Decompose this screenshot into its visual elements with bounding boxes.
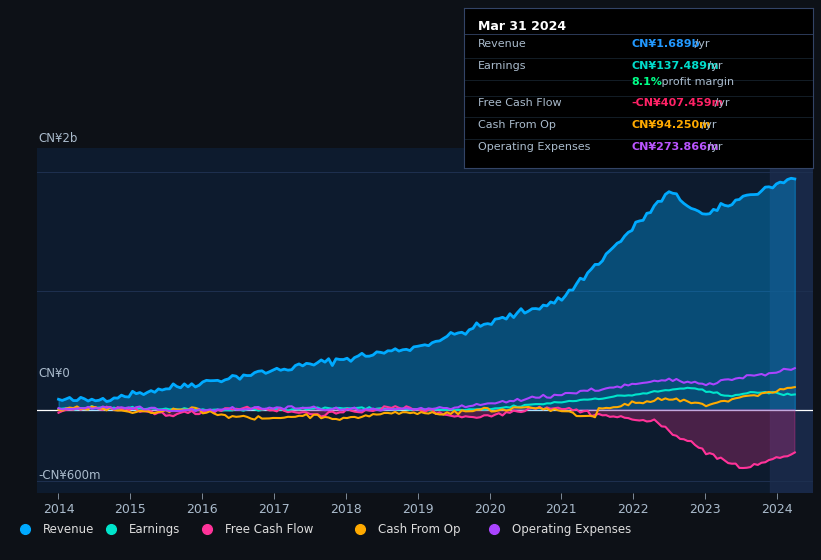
Text: Revenue: Revenue [478,39,526,49]
Text: Free Cash Flow: Free Cash Flow [225,522,314,536]
Text: CN¥2b: CN¥2b [39,132,78,145]
Text: Revenue: Revenue [43,522,94,536]
Text: /yr: /yr [698,120,716,130]
Text: Cash From Op: Cash From Op [378,522,461,536]
Text: /yr: /yr [711,97,729,108]
Text: CN¥1.689b: CN¥1.689b [631,39,699,49]
Text: /yr: /yr [704,61,722,71]
Text: CN¥137.489m: CN¥137.489m [631,61,719,71]
Text: Operating Expenses: Operating Expenses [512,522,631,536]
Bar [770,148,813,493]
Text: /yr: /yr [691,39,709,49]
Text: CN¥0: CN¥0 [39,367,71,380]
Text: -CN¥407.459m: -CN¥407.459m [631,97,723,108]
Text: CN¥273.866m: CN¥273.866m [631,142,719,152]
Text: CN¥94.250m: CN¥94.250m [631,120,711,130]
Text: Cash From Op: Cash From Op [478,120,556,130]
Text: Operating Expenses: Operating Expenses [478,142,590,152]
Text: Mar 31 2024: Mar 31 2024 [478,20,566,32]
Text: Free Cash Flow: Free Cash Flow [478,97,562,108]
Text: 8.1%: 8.1% [631,77,663,87]
Text: profit margin: profit margin [658,77,734,87]
Text: Earnings: Earnings [478,61,526,71]
Text: /yr: /yr [704,142,722,152]
Text: Earnings: Earnings [130,522,181,536]
Text: -CN¥600m: -CN¥600m [39,469,101,482]
